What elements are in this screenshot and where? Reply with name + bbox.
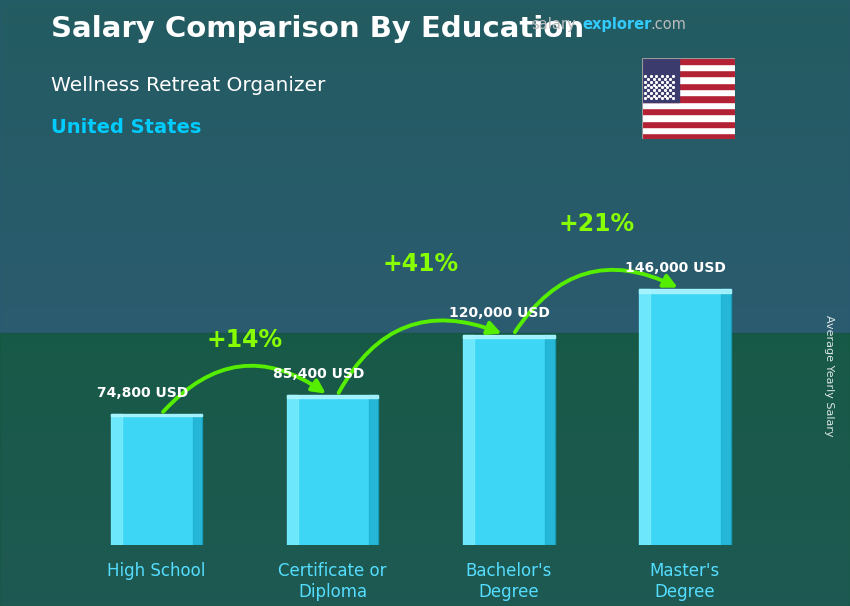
- Bar: [642, 127, 735, 133]
- Text: Salary Comparison By Education: Salary Comparison By Education: [51, 15, 584, 43]
- Bar: [639, 289, 731, 545]
- Bar: [287, 395, 378, 545]
- Text: 74,800 USD: 74,800 USD: [97, 386, 188, 400]
- Text: explorer: explorer: [582, 17, 652, 32]
- Text: Average Yearly Salary: Average Yearly Salary: [824, 315, 834, 436]
- Bar: [642, 121, 735, 127]
- Bar: [642, 70, 735, 76]
- Bar: [642, 58, 679, 102]
- Bar: [642, 114, 735, 121]
- Bar: [642, 95, 735, 102]
- Text: 146,000 USD: 146,000 USD: [625, 261, 726, 275]
- Bar: [639, 289, 731, 293]
- FancyArrowPatch shape: [338, 321, 497, 393]
- Bar: [722, 289, 731, 545]
- Bar: [287, 395, 298, 545]
- Text: .com: .com: [650, 17, 686, 32]
- Text: United States: United States: [51, 118, 201, 137]
- Bar: [110, 414, 202, 416]
- Bar: [642, 102, 735, 108]
- FancyArrowPatch shape: [515, 270, 674, 332]
- Text: +14%: +14%: [207, 328, 283, 351]
- Bar: [546, 335, 554, 545]
- Bar: [110, 414, 122, 545]
- Bar: [370, 395, 378, 545]
- Bar: [642, 133, 735, 139]
- Bar: [463, 335, 554, 338]
- Bar: [642, 64, 735, 70]
- Text: 120,000 USD: 120,000 USD: [449, 307, 550, 321]
- Bar: [642, 58, 735, 64]
- Bar: [642, 76, 735, 83]
- Bar: [463, 335, 554, 545]
- Text: +21%: +21%: [558, 211, 635, 236]
- Text: salary: salary: [531, 17, 576, 32]
- Text: Wellness Retreat Organizer: Wellness Retreat Organizer: [51, 76, 326, 95]
- Bar: [193, 414, 202, 545]
- FancyArrowPatch shape: [163, 365, 322, 412]
- Text: +41%: +41%: [382, 252, 459, 276]
- Bar: [642, 108, 735, 114]
- Bar: [642, 89, 735, 95]
- Bar: [639, 289, 650, 545]
- Text: 85,400 USD: 85,400 USD: [273, 367, 364, 381]
- Bar: [287, 395, 378, 398]
- Bar: [642, 83, 735, 89]
- Bar: [110, 414, 202, 545]
- Bar: [463, 335, 474, 545]
